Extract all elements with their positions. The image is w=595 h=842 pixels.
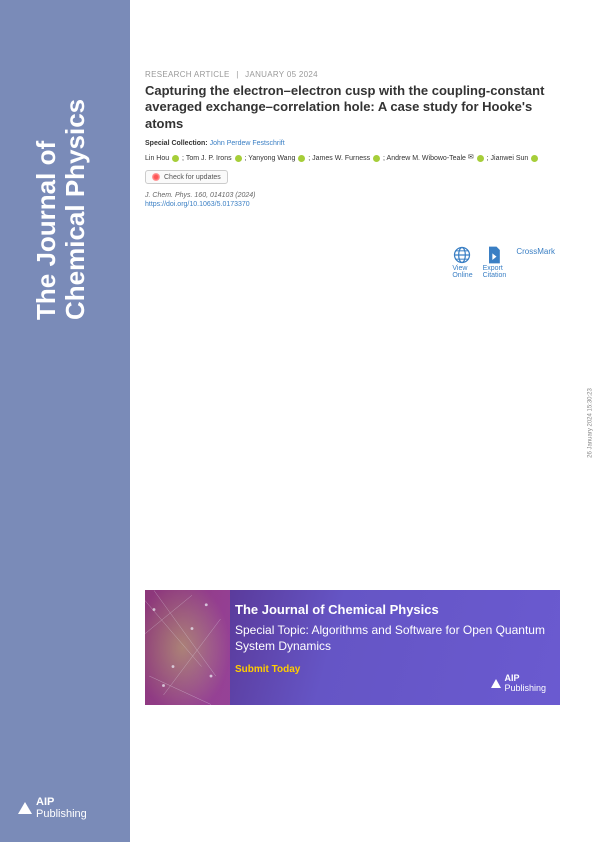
envelope-icon[interactable]: ✉ xyxy=(468,153,474,164)
export-citation-label: ExportCitation xyxy=(483,265,507,279)
author[interactable]: Lin Hou xyxy=(145,155,169,162)
aip-triangle-icon xyxy=(491,679,501,688)
special-collection-label: Special Collection: xyxy=(145,140,208,147)
article-type: RESEARCH ARTICLE xyxy=(145,70,230,79)
publisher-sub: Publishing xyxy=(36,808,87,820)
promo-banner[interactable]: The Journal of Chemical Physics Special … xyxy=(145,590,560,705)
check-updates-button[interactable]: Check for updates xyxy=(145,170,228,184)
view-online-button[interactable]: ViewOnline xyxy=(452,245,472,279)
orcid-icon[interactable] xyxy=(172,155,179,162)
author[interactable]: Yanyong Wang xyxy=(248,155,295,162)
download-timestamp: 26 January 2024 15:30:23 xyxy=(588,388,594,458)
orcid-icon[interactable] xyxy=(298,155,305,162)
crossmark-link[interactable]: CrossMark xyxy=(516,247,555,256)
publisher-name: AIP xyxy=(36,796,54,808)
aip-triangle-icon xyxy=(18,802,32,814)
orcid-icon[interactable] xyxy=(531,155,538,162)
export-citation-button[interactable]: ExportCitation xyxy=(483,245,507,279)
banner-text: The Journal of Chemical Physics Special … xyxy=(235,602,560,675)
article-title: Capturing the electron–electron cusp wit… xyxy=(145,83,565,132)
sidebar: The Journal of Chemical Physics AIP Publ… xyxy=(0,0,130,842)
article-date: JANUARY 05 2024 xyxy=(245,70,318,79)
banner-journal: The Journal of Chemical Physics xyxy=(235,602,560,617)
export-icon xyxy=(484,245,504,265)
article-actions: ViewOnline ExportCitation CrossMark xyxy=(452,245,555,279)
orcid-icon[interactable] xyxy=(477,155,484,162)
check-updates-label: Check for updates xyxy=(164,174,221,181)
orcid-icon[interactable] xyxy=(235,155,242,162)
banner-publisher-sub: Publishing xyxy=(504,683,546,693)
authors-list: Lin Hou ; Tom J. P. Irons ; Yanyong Wang… xyxy=(145,153,565,165)
journal-title: The Journal of Chemical Physics xyxy=(32,99,89,320)
journal-line2: Chemical Physics xyxy=(60,99,90,320)
globe-icon xyxy=(452,245,472,265)
orcid-icon[interactable] xyxy=(373,155,380,162)
crossref-icon xyxy=(152,173,160,181)
banner-topic: Special Topic: Algorithms and Software f… xyxy=(235,623,560,654)
doi-link[interactable]: https://doi.org/10.1063/5.0173370 xyxy=(145,201,565,208)
citation: J. Chem. Phys. 160, 014103 (2024) xyxy=(145,192,565,199)
aip-logo: AIP Publishing xyxy=(18,796,87,820)
author[interactable]: James W. Furness xyxy=(312,155,370,162)
journal-line1: The Journal of xyxy=(31,141,61,320)
author[interactable]: Andrew M. Wibowo-Teale xyxy=(387,155,466,162)
special-collection-link[interactable]: John Perdew Festschrift xyxy=(210,140,285,147)
author[interactable]: Tom J. P. Irons xyxy=(186,155,232,162)
banner-aip-logo: AIP Publishing xyxy=(491,673,546,693)
banner-publisher: AIP xyxy=(504,673,519,683)
separator: | xyxy=(236,70,238,79)
article-content: RESEARCH ARTICLE | JANUARY 05 2024 Captu… xyxy=(145,70,565,208)
special-collection: Special Collection: John Perdew Festschr… xyxy=(145,140,565,147)
author[interactable]: Jianwei Sun xyxy=(491,155,529,162)
article-meta: RESEARCH ARTICLE | JANUARY 05 2024 xyxy=(145,70,565,79)
banner-art-icon xyxy=(145,590,230,705)
view-online-label: ViewOnline xyxy=(452,265,472,279)
